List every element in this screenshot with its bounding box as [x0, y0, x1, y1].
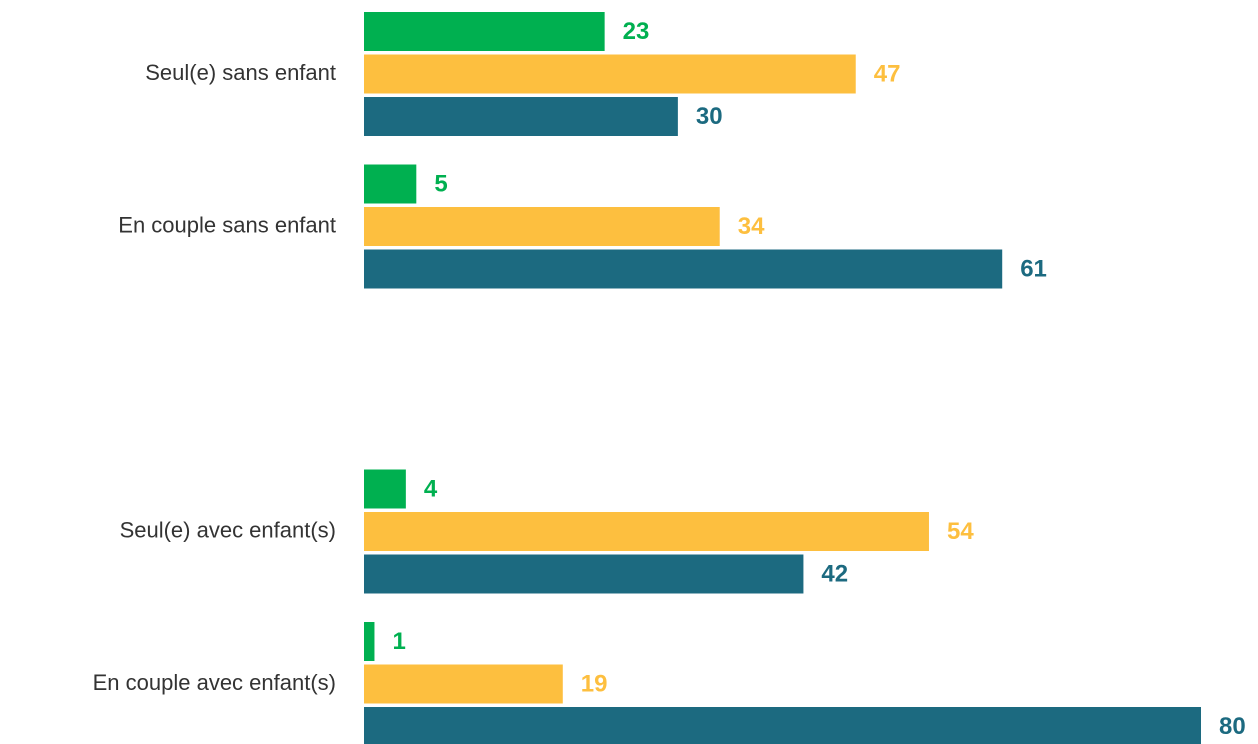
bar [364, 249, 1003, 289]
bar [364, 469, 406, 509]
value-label: 54 [947, 518, 974, 545]
value-label: 80 [1219, 713, 1246, 740]
value-label: 19 [581, 670, 608, 697]
bar [364, 164, 417, 204]
bar [364, 664, 563, 704]
bar [364, 97, 678, 136]
bar [364, 512, 929, 551]
bar [364, 554, 804, 594]
bar [364, 622, 375, 661]
value-label: 4 [424, 475, 438, 502]
bar [364, 207, 720, 246]
category-label: Seul(e) avec enfant(s) [120, 517, 336, 542]
bar [364, 707, 1201, 744]
value-label: 1 [392, 628, 405, 655]
value-label: 5 [434, 170, 447, 197]
bar [364, 54, 856, 94]
category-label: En couple avec enfant(s) [93, 670, 336, 695]
value-label: 34 [738, 213, 765, 240]
value-label: 23 [623, 18, 650, 45]
value-label: 61 [1020, 255, 1047, 282]
value-label: 30 [696, 103, 723, 130]
category-label: En couple sans enfant [118, 212, 336, 237]
bar [364, 12, 605, 51]
category-label: Seul(e) sans enfant [145, 60, 336, 85]
value-label: 47 [874, 60, 901, 87]
value-label: 42 [821, 560, 848, 587]
